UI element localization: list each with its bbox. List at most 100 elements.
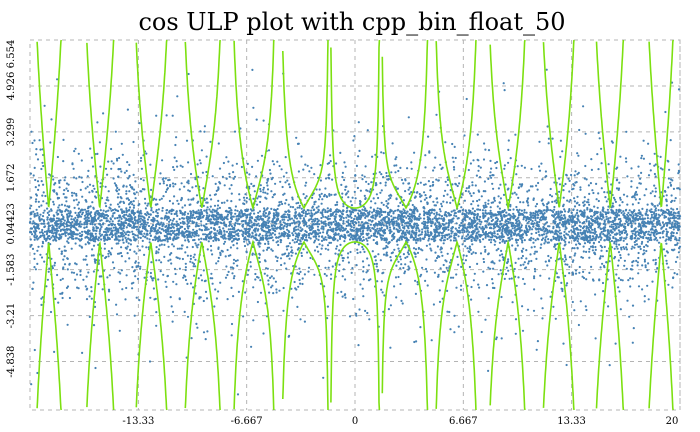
ulp-point (670, 223, 673, 226)
ulp-point (674, 236, 677, 239)
ulp-point (172, 245, 175, 248)
ulp-point (628, 315, 631, 318)
ulp-point (343, 240, 346, 243)
ulp-point (600, 249, 603, 252)
ulp-point (271, 196, 274, 199)
ulp-point (431, 218, 434, 221)
ulp-point (161, 206, 164, 210)
ulp-point (126, 252, 129, 255)
ulp-point (40, 204, 43, 207)
ulp-point (107, 250, 110, 253)
ulp-point (566, 263, 569, 266)
ulp-point (412, 210, 415, 213)
ulp-point (272, 214, 275, 217)
ulp-point (520, 237, 523, 240)
ulp-point (632, 220, 635, 223)
ulp-point (148, 232, 151, 235)
ulp-point (110, 247, 113, 250)
ulp-point (256, 275, 259, 279)
ulp-point (169, 296, 172, 299)
ulp-point (307, 266, 311, 269)
ulp-point (466, 247, 469, 250)
ulp-point (250, 182, 253, 185)
ulp-point (162, 222, 165, 225)
ulp-point (402, 253, 405, 256)
ulp-point (219, 221, 222, 224)
ulp-point (408, 230, 411, 233)
ulp-point (272, 227, 275, 230)
ulp-point (179, 221, 182, 225)
ulp-point (287, 183, 291, 186)
ulp-point (447, 226, 450, 229)
ulp-point (484, 248, 487, 252)
ulp-point (333, 233, 336, 236)
ulp-point (471, 207, 474, 210)
ulp-point (608, 364, 611, 367)
ulp-point (41, 245, 44, 248)
ulp-point (138, 249, 141, 252)
ulp-point (362, 248, 365, 251)
ulp-point (329, 214, 332, 217)
ulp-point (671, 221, 674, 224)
ulp-point (631, 264, 634, 267)
ulp-point (88, 295, 91, 298)
ulp-point (347, 234, 350, 237)
ulp-point (168, 253, 172, 256)
ulp-point (110, 160, 113, 163)
ulp-point (535, 202, 539, 206)
ulp-point (564, 216, 567, 219)
ulp-point (302, 234, 306, 237)
ulp-point (402, 182, 405, 185)
ulp-point (136, 234, 139, 237)
ulp-point (652, 231, 655, 234)
ulp-point (366, 257, 369, 260)
ulp-point (589, 182, 593, 185)
ulp-point (92, 184, 95, 187)
ulp-point (424, 230, 427, 233)
ulp-point (264, 242, 267, 245)
ulp-point (452, 160, 455, 163)
ulp-point (187, 212, 190, 215)
ulp-point (374, 202, 377, 205)
ulp-point (588, 203, 591, 206)
ulp-point (194, 242, 197, 245)
ulp-point (642, 236, 645, 240)
ulp-point (229, 254, 232, 257)
ulp-point (620, 248, 623, 251)
ulp-point (253, 212, 256, 215)
ulp-point (286, 213, 289, 216)
ulp-point (196, 326, 199, 329)
ulp-point (388, 222, 391, 225)
ulp-point (531, 214, 535, 217)
ulp-point (618, 290, 621, 293)
ulp-point (577, 323, 581, 327)
ulp-point (165, 184, 169, 187)
ulp-point (630, 185, 633, 188)
ulp-point (288, 231, 291, 234)
ulp-point (201, 171, 204, 174)
ulp-point (98, 236, 101, 239)
ulp-point (677, 88, 681, 91)
ulp-point (491, 182, 494, 185)
ulp-point (619, 196, 622, 199)
ulp-point (417, 227, 420, 230)
ulp-point (382, 152, 385, 155)
ulp-point (676, 256, 679, 259)
ulp-point (489, 174, 492, 177)
ulp-point (397, 213, 400, 217)
ulp-point (56, 78, 59, 81)
ulp-point (493, 238, 496, 242)
ulp-point (555, 272, 559, 275)
ulp-point (521, 241, 524, 244)
ulp-point (385, 205, 388, 208)
ulp-point (43, 260, 46, 263)
ulp-point (273, 225, 276, 228)
ulp-point (335, 210, 338, 213)
ulp-point (140, 167, 143, 170)
ulp-point (60, 203, 64, 206)
ulp-point (362, 278, 365, 281)
ulp-point (205, 170, 208, 174)
ulp-point (276, 256, 279, 259)
ulp-point (65, 286, 69, 289)
ulp-point (271, 249, 274, 252)
